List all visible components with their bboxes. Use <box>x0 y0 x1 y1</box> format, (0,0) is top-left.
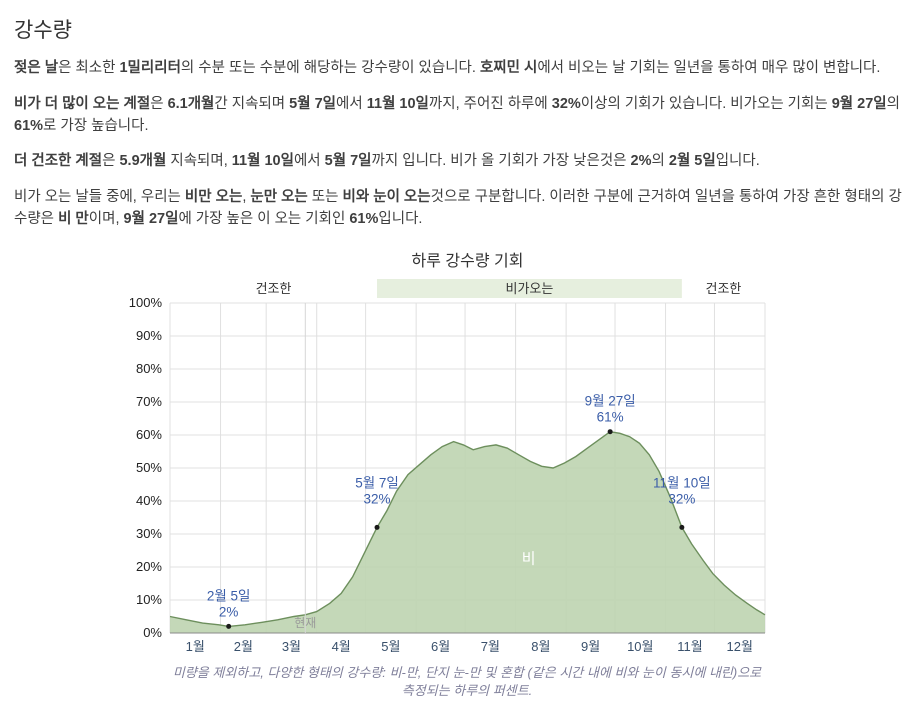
text-segment: 에서 비오는 날 기회는 일년을 통하여 매우 많이 변합니다. <box>537 60 881 76</box>
text-segment: 5월 7일 <box>289 95 337 112</box>
paragraph: 젖은 날은 최소한 1밀리리터의 수분 또는 수분에 해당하는 강수량이 있습니… <box>14 58 904 80</box>
text-segment: 의 <box>886 95 900 112</box>
daily-precip-chance-chart[interactable]: 건조한 비가오는 건조한 0% 10% 20% 30% 40% 50% 60% 70% 80% 90% 1… <box>115 277 775 657</box>
paragraph: 비가 오는 날들 중에, 우리는 비만 오는, 눈만 오는 또는 비와 눈이 오… <box>14 187 904 231</box>
text-segment: 더 건조한 계절 <box>14 153 103 170</box>
month-label[interactable]: 5월 <box>381 639 400 654</box>
month-label[interactable]: 3월 <box>282 639 301 654</box>
annotation-dot <box>374 524 380 530</box>
text-segment: 입니다. <box>378 210 423 227</box>
annotation-date: 9월 27일 <box>585 393 636 408</box>
now-label: 현재 <box>294 616 316 630</box>
text-segment: 에 가장 높은 이 오는 기회인 <box>178 210 350 227</box>
month-label[interactable]: 9월 <box>581 639 600 654</box>
text-segment: 입니다. <box>715 153 760 170</box>
text-segment: 11월 10일 <box>366 95 429 112</box>
text-segment: 것으로 구분합니다. 이러한 구분에 근거하여 일년을 통하여 가장 흔한 형태… <box>14 189 902 227</box>
page-title: 강수량 <box>14 19 72 42</box>
annotation-date: 5월 7일 <box>355 475 399 490</box>
text-segment: 로 가장 높습니다. <box>43 117 149 134</box>
season-band-label: 건조한 <box>256 281 292 296</box>
chart-title: 하루 강수량 기회 <box>411 252 524 270</box>
precip-chart-block: 하루 강수량 기회 건조한 비가오는 건조한 0% 10% 20% 30% 40% 50% 60%… <box>115 247 775 702</box>
rain-chance-line <box>169 430 766 627</box>
month-label[interactable]: 1월 <box>186 639 205 654</box>
text-segment: 눈만 오는 <box>250 189 308 205</box>
month-label[interactable]: 8월 <box>531 639 550 654</box>
text-segment: 이며, <box>88 210 124 227</box>
intro-paragraphs: 젖은 날은 최소한 1밀리리터의 수분 또는 수분에 해당하는 강수량이 있습니… <box>14 58 904 231</box>
y-axis-label: 100% <box>129 295 163 310</box>
text-segment: 9월 27일 <box>123 210 179 227</box>
text-segment: 비가 더 많이 오는 계절 <box>14 95 151 112</box>
text-segment: 9월 27일 <box>831 95 887 112</box>
y-axis-label: 80% <box>136 361 162 376</box>
text-segment: 간 지속되며 <box>214 95 290 112</box>
rain-area-label: 비 <box>522 550 536 567</box>
annotation-dot <box>226 623 232 629</box>
y-axis-label: 50% <box>136 460 162 475</box>
month-label[interactable]: 12월 <box>727 639 753 654</box>
text-segment: 까지, 주어진 하루에 <box>428 95 552 112</box>
text-segment: 의 수분 또는 수분에 해당하는 강수량이 있습니다. <box>180 60 480 76</box>
annotation-value: 32% <box>668 491 695 506</box>
text-segment: 11월 10일 <box>231 153 294 170</box>
month-label[interactable]: 11월 <box>677 639 702 654</box>
season-band-label: 건조한 <box>705 281 741 296</box>
text-segment: 비만 오는 <box>184 189 243 205</box>
y-axis-label: 90% <box>136 328 162 343</box>
month-label[interactable]: 4월 <box>332 639 351 654</box>
text-segment: 호찌민 시 <box>479 60 538 76</box>
text-segment: 비와 눈이 오는 <box>342 189 431 205</box>
text-segment: 또는 <box>307 189 343 205</box>
text-segment: 61% <box>14 117 44 134</box>
text-segment: 5월 7일 <box>324 153 372 170</box>
text-segment: 에서 <box>336 95 367 112</box>
text-segment: 이상의 기회가 있습니다. 비가오는 기회는 <box>580 95 832 112</box>
text-segment: 6.1개월 <box>167 95 215 112</box>
month-label[interactable]: 7월 <box>481 639 500 654</box>
annotation-value: 2% <box>219 604 239 619</box>
text-segment: 5.9개월 <box>119 153 167 170</box>
y-axis-label: 60% <box>136 427 162 442</box>
paragraph: 비가 더 많이 오는 계절은 6.1개월간 지속되며 5월 7일에서 11월 1… <box>14 94 904 138</box>
y-axis-label: 30% <box>136 526 162 541</box>
paragraph: 더 건조한 계절은 5.9개월 지속되며, 11월 10일에서 5월 7일까지 … <box>14 151 904 173</box>
text-segment: 61% <box>349 210 379 227</box>
annotation-dot <box>679 524 685 530</box>
text-segment: 1밀리리터 <box>119 60 181 76</box>
annotation-date: 11월 10일 <box>653 475 711 490</box>
season-band-label: 비가오는 <box>506 281 554 296</box>
y-axis-label: 0% <box>143 625 162 640</box>
text-segment: 2% <box>630 153 652 170</box>
text-segment: , <box>242 189 251 205</box>
y-axis-label: 70% <box>136 394 162 409</box>
text-segment: 비 만 <box>58 210 89 227</box>
text-segment: 지속되며, <box>166 153 232 170</box>
month-label[interactable]: 6월 <box>431 639 450 654</box>
y-axis-label: 10% <box>136 592 162 607</box>
annotation-value: 32% <box>364 491 391 506</box>
text-segment: 은 최소한 <box>58 60 120 76</box>
annotation-date: 2월 5일 <box>207 588 251 603</box>
rain-chance-area[interactable] <box>170 431 765 633</box>
annotation-dot <box>607 428 613 434</box>
text-segment: 의 <box>651 153 669 170</box>
rainy-season-band <box>377 278 682 298</box>
text-segment: 2월 5일 <box>668 153 716 170</box>
text-segment: 은 <box>102 153 120 170</box>
y-axis-label: 20% <box>136 559 162 574</box>
month-label[interactable]: 10월 <box>627 639 653 654</box>
chart-caption: 미량을 제외하고, 다양한 형태의 강수량: 비-만, 단지 눈-만 및 혼합 … <box>172 664 762 699</box>
text-segment: 비가 오는 날들 중에, 우리는 <box>14 189 185 205</box>
text-segment: 젖은 날 <box>14 60 59 76</box>
text-segment: 은 <box>150 95 168 112</box>
annotation-value: 61% <box>597 409 624 424</box>
text-segment: 에서 <box>293 153 325 170</box>
month-label[interactable]: 2월 <box>234 639 253 654</box>
text-segment: 까지 입니다. 비가 올 기회가 가장 낮은것은 <box>371 153 631 170</box>
text-segment: 32% <box>551 95 581 112</box>
y-axis-label: 40% <box>136 493 162 508</box>
